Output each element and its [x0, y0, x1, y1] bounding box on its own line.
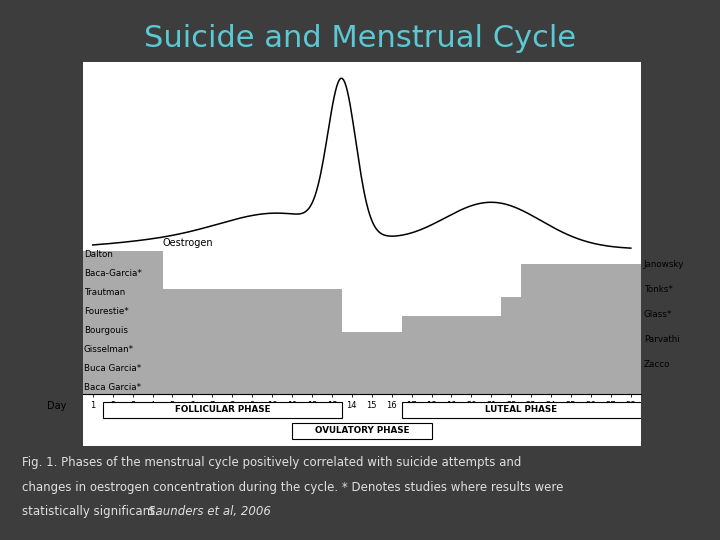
- Text: Oestrogen: Oestrogen: [163, 239, 213, 248]
- Text: Baca-Garcia*: Baca-Garcia*: [84, 269, 142, 278]
- Bar: [521, 264, 641, 394]
- Text: Suicide and Menstrual Cycle: Suicide and Menstrual Cycle: [144, 24, 576, 53]
- Text: LUTEAL PHASE: LUTEAL PHASE: [485, 406, 557, 414]
- Bar: [402, 316, 501, 394]
- Text: Gisselman*: Gisselman*: [84, 345, 134, 354]
- Text: Bourgouis: Bourgouis: [84, 326, 127, 335]
- Text: Zacco: Zacco: [644, 360, 670, 369]
- Text: statistically significant.: statistically significant.: [22, 505, 162, 518]
- Text: Baca Garcia*: Baca Garcia*: [84, 383, 141, 391]
- Text: Janowsky: Janowsky: [644, 260, 684, 269]
- Bar: [83, 252, 163, 394]
- Text: Dalton: Dalton: [84, 250, 112, 259]
- Bar: [103, 402, 342, 418]
- Text: FOLLICULAR PHASE: FOLLICULAR PHASE: [174, 406, 270, 414]
- Text: Fourestie*: Fourestie*: [84, 307, 129, 316]
- Text: Glass*: Glass*: [644, 310, 672, 319]
- Text: Day: Day: [48, 401, 67, 411]
- Bar: [402, 402, 641, 418]
- Text: Saunders et al, 2006: Saunders et al, 2006: [148, 505, 271, 518]
- Text: Fig. 1. Phases of the menstrual cycle positively correlated with suicide attempt: Fig. 1. Phases of the menstrual cycle po…: [22, 456, 521, 469]
- Text: OVULATORY PHASE: OVULATORY PHASE: [315, 427, 409, 435]
- Bar: [342, 332, 422, 394]
- Text: Tonks*: Tonks*: [644, 285, 672, 294]
- Text: changes in oestrogen concentration during the cycle. * Denotes studies where res: changes in oestrogen concentration durin…: [22, 481, 563, 494]
- Bar: [292, 423, 431, 439]
- Bar: [501, 296, 541, 394]
- Text: Buca Garcia*: Buca Garcia*: [84, 364, 141, 373]
- Text: Trautman: Trautman: [84, 288, 125, 297]
- Bar: [143, 288, 342, 394]
- Text: Parvathi: Parvathi: [644, 335, 680, 344]
